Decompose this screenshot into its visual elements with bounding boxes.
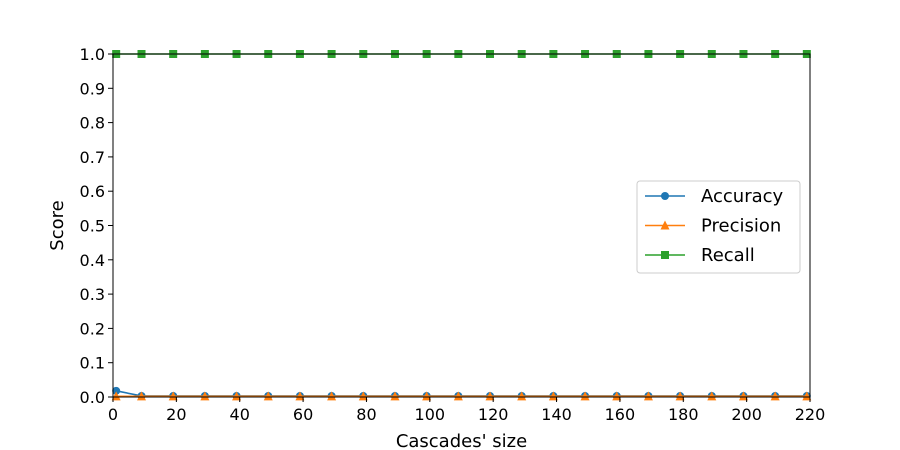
x-tick-label: 40: [230, 405, 250, 424]
x-tick-label: 160: [605, 405, 636, 424]
x-axis-ticks: 0 20 40 60 80 100 120 140 160 180 200 220: [108, 397, 825, 424]
y-tick-label: 0.5: [80, 217, 105, 236]
data-point-precision: [612, 391, 622, 401]
data-point-precision: [295, 391, 305, 401]
legend-marker: [661, 192, 669, 200]
y-tick-label: 0.4: [80, 251, 105, 270]
y-tick-label: 0.0: [80, 388, 105, 407]
x-tick-label: 80: [356, 405, 376, 424]
legend-marker: [661, 251, 669, 259]
data-point-precision: [263, 391, 273, 401]
legend-label: Recall: [701, 245, 755, 266]
data-point-precision: [327, 391, 337, 401]
data-point-precision: [738, 391, 748, 401]
data-point-precision: [422, 391, 432, 401]
y-tick-label: 0.1: [80, 354, 105, 373]
data-point-precision: [675, 391, 685, 401]
y-axis-label: Score: [47, 200, 68, 250]
data-point-precision: [232, 391, 242, 401]
legend-label: Precision: [701, 216, 781, 237]
y-tick-label: 0.7: [80, 148, 105, 167]
data-point-precision: [200, 391, 210, 401]
data-point-precision: [137, 391, 147, 401]
x-tick-label: 20: [166, 405, 186, 424]
y-tick-label: 0.6: [80, 182, 105, 201]
x-tick-label: 0: [108, 405, 118, 424]
data-point-precision: [485, 391, 495, 401]
data-point-precision: [358, 391, 368, 401]
data-point-precision: [770, 391, 780, 401]
legend-item-precision: Precision: [645, 216, 781, 237]
y-tick-label: 0.8: [80, 114, 105, 133]
legend-item-recall: Recall: [645, 245, 755, 266]
data-point-precision: [168, 391, 178, 401]
legend-marker: [660, 220, 670, 230]
x-tick-label: 60: [293, 405, 313, 424]
data-point-precision: [517, 391, 527, 401]
data-point-precision: [707, 391, 717, 401]
legend-item-accuracy: Accuracy: [645, 186, 784, 207]
data-point-precision: [111, 391, 121, 401]
data-point-precision: [390, 391, 400, 401]
legend-box: [636, 180, 801, 274]
data-point-precision: [643, 391, 653, 401]
x-axis-label: Cascades' size: [396, 431, 527, 450]
data-point-accuracy: [112, 386, 121, 395]
x-tick-label: 120: [478, 405, 509, 424]
legend: Accuracy Precision Recall: [636, 180, 801, 274]
series-precision: [111, 391, 812, 401]
legend-label: Accuracy: [701, 186, 784, 207]
x-tick-label: 180: [668, 405, 699, 424]
y-tick-label: 1.0: [80, 45, 105, 64]
data-point-precision: [580, 391, 590, 401]
x-tick-label: 140: [541, 405, 572, 424]
y-tick-label: 0.3: [80, 285, 105, 304]
x-tick-label: 100: [415, 405, 446, 424]
y-tick-label: 0.9: [80, 79, 105, 98]
data-point-precision: [453, 391, 463, 401]
data-point-precision: [548, 391, 558, 401]
y-axis-ticks: 0.0 0.1 0.2 0.3 0.4 0.5 0.6 0.7 0.8 0.9 1.0: [80, 45, 113, 407]
x-tick-label: 220: [795, 405, 826, 424]
x-tick-label: 200: [731, 405, 762, 424]
data-point-precision: [802, 391, 812, 401]
y-tick-label: 0.2: [80, 319, 105, 338]
